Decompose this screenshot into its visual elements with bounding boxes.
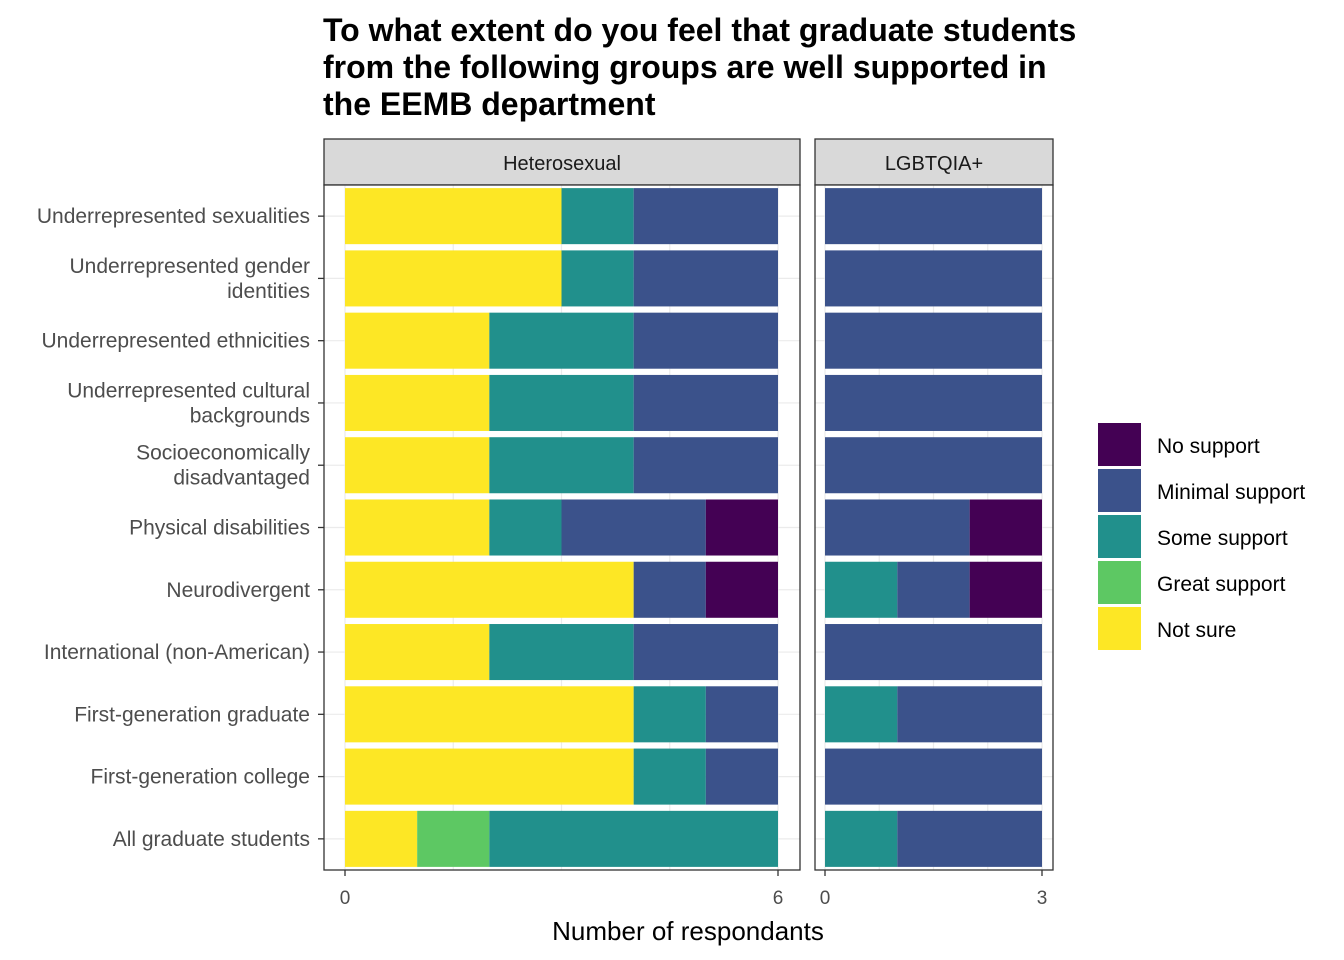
y-axis-label: identities <box>227 280 310 303</box>
bar-segment-minimal-support <box>633 374 778 431</box>
y-axis-label: Underrepresented ethnicities <box>42 330 311 353</box>
legend-key <box>1098 469 1141 512</box>
bar-segment-minimal-support <box>897 810 1042 867</box>
bar-segment-some-support <box>489 499 562 556</box>
bar-segment-no-support <box>969 499 1042 556</box>
panel-border <box>814 184 1054 871</box>
bar-segment-some-support <box>561 250 634 307</box>
chart-title-line: To what extent do you feel that graduate… <box>323 12 1076 48</box>
bar-segment-minimal-support <box>825 250 1042 307</box>
bar-segment-minimal-support <box>633 250 778 307</box>
facet-strip-label: Heterosexual <box>503 153 621 175</box>
y-axis-label: disadvantaged <box>173 467 310 490</box>
bar-segment-no-support <box>969 561 1042 618</box>
bar-segment-some-support <box>825 561 898 618</box>
legend: No support Minimal support Some support Gre… <box>1098 423 1305 650</box>
bar-segment-some-support <box>489 437 634 494</box>
bar-segment-minimal-support <box>825 374 1042 431</box>
y-axis-label: All graduate students <box>113 828 310 851</box>
bar-segment-not-sure <box>345 686 634 743</box>
y-axis-label: Underrepresented gender <box>70 255 311 278</box>
chart-title-line: the EEMB department <box>323 86 656 122</box>
bar-segment-some-support <box>825 686 898 743</box>
bar-segment-minimal-support <box>825 312 1042 369</box>
facet-strip <box>323 138 801 186</box>
bar-segment-some-support <box>633 748 706 805</box>
bar-segment-minimal-support <box>705 748 778 805</box>
bar-segment-minimal-support <box>897 686 1042 743</box>
x-tick-label: 3 <box>1037 888 1048 909</box>
bar-segment-some-support <box>825 810 898 867</box>
bar-segment-some-support <box>489 374 634 431</box>
y-axis-label: Neurodivergent <box>166 579 310 602</box>
legend-key <box>1098 561 1141 604</box>
bar-segment-not-sure <box>345 437 490 494</box>
y-axis-label: Socioeconomically <box>136 442 310 465</box>
bar-segment-minimal-support <box>633 624 778 681</box>
x-axis-title: Number of respondants <box>552 916 824 946</box>
y-axis-label: Physical disabilities <box>129 517 310 540</box>
x-tick-label: 6 <box>773 888 784 909</box>
legend-key <box>1098 423 1141 466</box>
legend-label: No support <box>1157 435 1260 458</box>
bar-segment-minimal-support <box>705 686 778 743</box>
legend-label: Some support <box>1157 527 1288 550</box>
x-tick-label: 0 <box>820 888 831 909</box>
y-axis-label: First-generation college <box>91 766 310 789</box>
y-axis-label: Underrepresented sexualities <box>37 205 310 228</box>
chart-title: To what extent do you feel that graduate… <box>323 12 1076 122</box>
bar-segment-not-sure <box>345 188 562 245</box>
bar-segment-not-sure <box>345 250 562 307</box>
bar-segment-minimal-support <box>633 561 706 618</box>
bar-segment-no-support <box>705 561 778 618</box>
bar-segment-minimal-support <box>825 499 970 556</box>
bar-segment-minimal-support <box>825 437 1042 494</box>
bar-segment-minimal-support <box>825 188 1042 245</box>
bar-segment-some-support <box>561 188 634 245</box>
bar-segment-not-sure <box>345 312 490 369</box>
y-axis-label: backgrounds <box>190 404 310 427</box>
legend-label: Not sure <box>1157 619 1236 642</box>
bar-segment-minimal-support <box>825 748 1042 805</box>
y-axis-labels: Underrepresented sexualities Underreprese… <box>37 205 324 851</box>
y-axis-label: First-generation graduate <box>74 703 310 726</box>
bar-segment-not-sure <box>345 624 490 681</box>
facet-strip-label: LGBTQIA+ <box>885 153 983 175</box>
bar-segment-some-support <box>633 686 706 743</box>
bar-segment-minimal-support <box>561 499 706 556</box>
facet-strip <box>814 138 1054 186</box>
bar-segment-great-support <box>417 810 490 867</box>
chart-panels: Heterosexual 0 6 LGBTQIA+ 0 3 <box>323 138 1054 909</box>
y-axis-label: Underrepresented cultural <box>67 379 310 402</box>
legend-key <box>1098 607 1141 650</box>
bar-segment-not-sure <box>345 810 418 867</box>
bar-segment-not-sure <box>345 748 634 805</box>
bar-segment-no-support <box>705 499 778 556</box>
bar-segment-some-support <box>489 312 634 369</box>
bar-segment-not-sure <box>345 499 490 556</box>
legend-label: Great support <box>1157 573 1286 596</box>
legend-key <box>1098 515 1141 558</box>
bar-segment-not-sure <box>345 561 634 618</box>
legend-label: Minimal support <box>1157 481 1305 504</box>
bar-segment-not-sure <box>345 374 490 431</box>
chart-title-line: from the following groups are well suppo… <box>323 49 1047 85</box>
bar-segment-minimal-support <box>897 561 970 618</box>
bar-segment-minimal-support <box>825 624 1042 681</box>
panel-1: LGBTQIA+ 0 3 <box>814 138 1054 909</box>
bar-segment-minimal-support <box>633 188 778 245</box>
bar-segment-minimal-support <box>633 437 778 494</box>
bar-segment-minimal-support <box>633 312 778 369</box>
bar-segment-some-support <box>489 624 634 681</box>
x-tick-label: 0 <box>340 888 351 909</box>
bar-segment-some-support <box>489 810 778 867</box>
panel-0: Heterosexual 0 6 <box>323 138 801 909</box>
y-axis-label: International (non-American) <box>44 641 310 664</box>
